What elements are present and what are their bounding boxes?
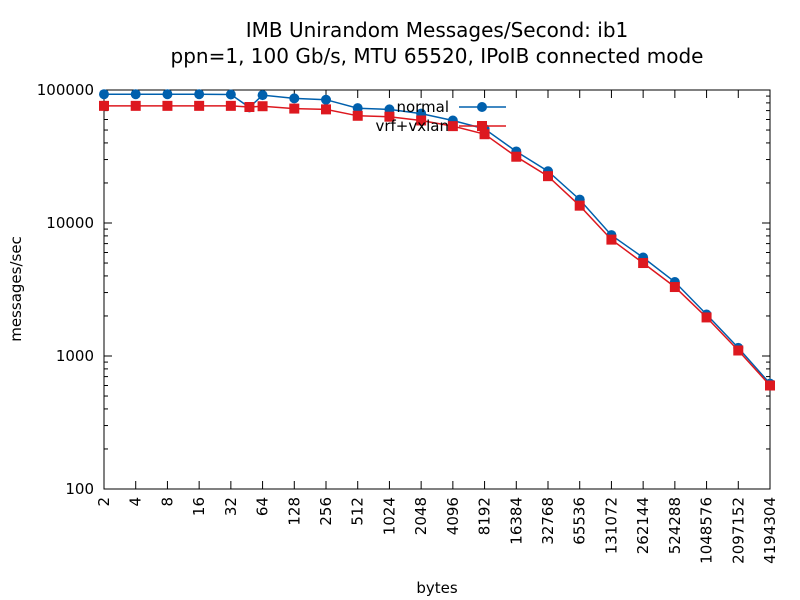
data-point-vrf-vxlan xyxy=(701,312,712,323)
data-point-vrf-vxlan xyxy=(130,100,141,111)
x-tick-label: 2097152 xyxy=(729,497,747,564)
x-tick-label: 262144 xyxy=(634,497,652,554)
x-axis-label: bytes xyxy=(416,579,458,597)
x-tick-label: 2048 xyxy=(412,497,430,535)
x-tick-label: 256 xyxy=(317,497,335,526)
data-point-normal xyxy=(194,89,205,100)
x-tick-label: 1048576 xyxy=(698,497,716,564)
data-point-vrf-vxlan xyxy=(765,380,775,391)
x-tick-label: 8192 xyxy=(476,497,494,535)
x-tick-label: 32 xyxy=(222,497,240,516)
data-point-normal xyxy=(162,89,173,100)
series-vrf-vxlan xyxy=(99,100,775,391)
series-line-normal xyxy=(104,93,771,385)
data-point-vrf-vxlan xyxy=(257,101,268,112)
data-point-vrf-vxlan xyxy=(574,200,585,211)
chart-subtitle: ppn=1, 100 Gb/s, MTU 65520, IPoIB connec… xyxy=(171,44,704,68)
x-tick-label: 64 xyxy=(254,497,272,516)
data-point-vrf-vxlan xyxy=(162,100,173,111)
x-tick-label: 2 xyxy=(95,497,113,507)
data-point-vrf-vxlan xyxy=(384,111,395,122)
y-axis-label: messages/sec xyxy=(7,236,25,342)
x-tick-label: 16384 xyxy=(507,497,525,545)
data-point-normal xyxy=(352,103,363,114)
x-tick-label: 4096 xyxy=(444,497,462,535)
legend-label-normal: normal xyxy=(396,98,449,116)
legend-label-vrf-vxlan: vrf+vxlan xyxy=(375,117,449,135)
y-tick-label: 10000 xyxy=(46,214,94,232)
data-point-normal xyxy=(257,90,268,101)
data-point-normal xyxy=(225,89,236,100)
data-point-normal xyxy=(321,94,331,105)
data-point-vrf-vxlan xyxy=(244,102,255,113)
data-point-vrf-vxlan xyxy=(99,100,109,111)
data-point-vrf-vxlan xyxy=(194,100,205,111)
series-line-vrf-vxlan xyxy=(104,105,771,387)
data-point-vrf-vxlan xyxy=(352,110,363,121)
x-tick-label: 8 xyxy=(158,497,176,507)
x-tick-label: 512 xyxy=(349,497,367,526)
x-tick-label: 524288 xyxy=(666,497,684,554)
data-point-normal xyxy=(289,93,300,104)
x-tick-label: 4194304 xyxy=(761,497,779,564)
data-point-vrf-vxlan xyxy=(669,282,680,293)
data-point-vrf-vxlan xyxy=(638,258,649,269)
data-point-normal xyxy=(130,89,141,100)
x-tick-label: 128 xyxy=(285,497,303,526)
legend-marker-normal xyxy=(477,102,487,112)
x-tick-label: 1024 xyxy=(380,497,398,535)
y-tick-label: 100 xyxy=(65,480,94,498)
y-tick-label: 1000 xyxy=(56,347,94,365)
data-point-vrf-vxlan xyxy=(479,129,490,140)
chart-title: IMB Unirandom Messages/Second: ib1 xyxy=(246,18,629,42)
data-point-vrf-vxlan xyxy=(321,104,331,115)
legend-marker-vrf-vxlan xyxy=(477,121,487,131)
x-tick-label: 4 xyxy=(127,497,145,507)
data-point-normal xyxy=(99,89,109,100)
x-tick-label: 131072 xyxy=(602,497,620,554)
data-point-vrf-vxlan xyxy=(447,121,458,132)
x-tick-label: 32768 xyxy=(539,497,557,545)
data-point-vrf-vxlan xyxy=(733,345,744,356)
axes: 100 1000 10000 100000 2 4 8 16 32 64 128 256 512 1024… xyxy=(37,81,779,564)
x-tick-label: 65536 xyxy=(571,497,589,545)
x-tick-label: 16 xyxy=(190,497,208,516)
data-point-vrf-vxlan xyxy=(225,100,236,111)
plot-frame xyxy=(103,89,771,490)
series-layer xyxy=(99,89,775,391)
data-point-vrf-vxlan xyxy=(543,171,553,182)
data-point-vrf-vxlan xyxy=(289,103,300,114)
data-point-vrf-vxlan xyxy=(606,234,617,245)
data-point-vrf-vxlan xyxy=(511,151,522,162)
data-point-vrf-vxlan xyxy=(416,115,427,126)
y-tick-label: 100000 xyxy=(37,81,94,99)
